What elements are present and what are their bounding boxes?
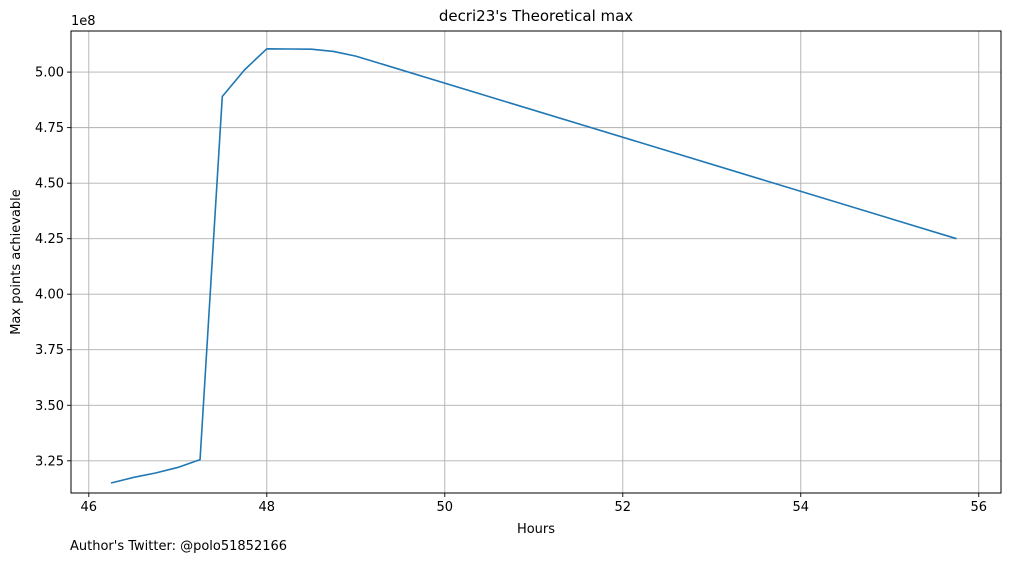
y-tick-label: 3.50 <box>35 399 64 414</box>
x-axis-label: Hours <box>517 522 555 537</box>
y-axis-label: Max points achievable <box>9 189 24 335</box>
x-tick-label: 50 <box>437 500 454 515</box>
y-tick-label: 3.75 <box>35 343 64 358</box>
y-tick-label: 4.75 <box>35 121 64 136</box>
gridlines <box>71 31 1001 493</box>
series-line <box>110 47 957 484</box>
y-tick-label: 4.00 <box>35 288 64 303</box>
x-tick-label: 52 <box>614 500 631 515</box>
y-tick-label: 4.50 <box>35 177 64 192</box>
chart-title: decri23's Theoretical max <box>439 7 633 25</box>
y-tick-label: 3.25 <box>35 454 64 469</box>
x-tick-label: 48 <box>259 500 276 515</box>
x-tick-label: 56 <box>970 500 987 515</box>
y-tick-label: 5.00 <box>35 66 64 81</box>
author-footer: Author's Twitter: @polo51852166 <box>70 539 287 554</box>
y-offset-label: 1e8 <box>71 14 96 29</box>
axis-ticks: 46 48 50 52 54 56 3.25 3.50 3.75 4.00 4.25 4.50 4.75… <box>35 66 987 515</box>
plot-frame <box>70 30 1002 494</box>
x-tick-label: 54 <box>792 500 809 515</box>
y-tick-label: 4.25 <box>35 232 64 247</box>
x-tick-label: 46 <box>81 500 98 515</box>
